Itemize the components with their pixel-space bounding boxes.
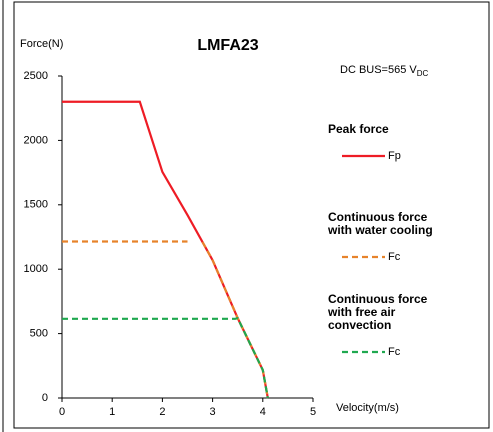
series-line <box>62 100 269 399</box>
legend-heading: Continuous force <box>328 292 428 306</box>
legend-label: Fc <box>388 346 401 358</box>
x-tick-label: 5 <box>310 406 316 418</box>
y-tick-label: 500 <box>30 328 48 340</box>
y-tick-label: 1000 <box>24 263 48 275</box>
y-tick-label: 0 <box>42 392 48 404</box>
y-tick-label: 2500 <box>24 70 48 82</box>
y-tick-label: 2000 <box>24 134 48 146</box>
legend-label: Fc <box>388 251 401 263</box>
y-tick-label: 1500 <box>24 199 48 211</box>
x-tick-label: 2 <box>159 406 165 418</box>
x-axis-label: Velocity(m/s) <box>336 402 399 414</box>
x-tick-label: 3 <box>210 406 216 418</box>
annotation: DC BUS=565 VDC <box>340 64 429 78</box>
legend-heading: Continuous force <box>328 210 428 224</box>
chart-title: LMFA23 <box>197 37 258 54</box>
x-tick-label: 4 <box>260 406 266 418</box>
legend-label: Fp <box>388 150 401 162</box>
legend-heading: with free air <box>327 305 396 319</box>
series-line <box>62 316 269 399</box>
x-tick-label: 1 <box>109 406 115 418</box>
y-axis-label: Force(N) <box>20 38 63 50</box>
legend-heading: with water cooling <box>327 223 433 237</box>
x-tick-label: 0 <box>59 406 65 418</box>
chart-border <box>13 1 490 429</box>
annotation-subscript: DC <box>417 69 429 78</box>
legend-heading: Peak force <box>328 122 389 136</box>
legend-heading: convection <box>328 318 391 332</box>
annotation-text: DC BUS=565 V <box>340 64 417 76</box>
